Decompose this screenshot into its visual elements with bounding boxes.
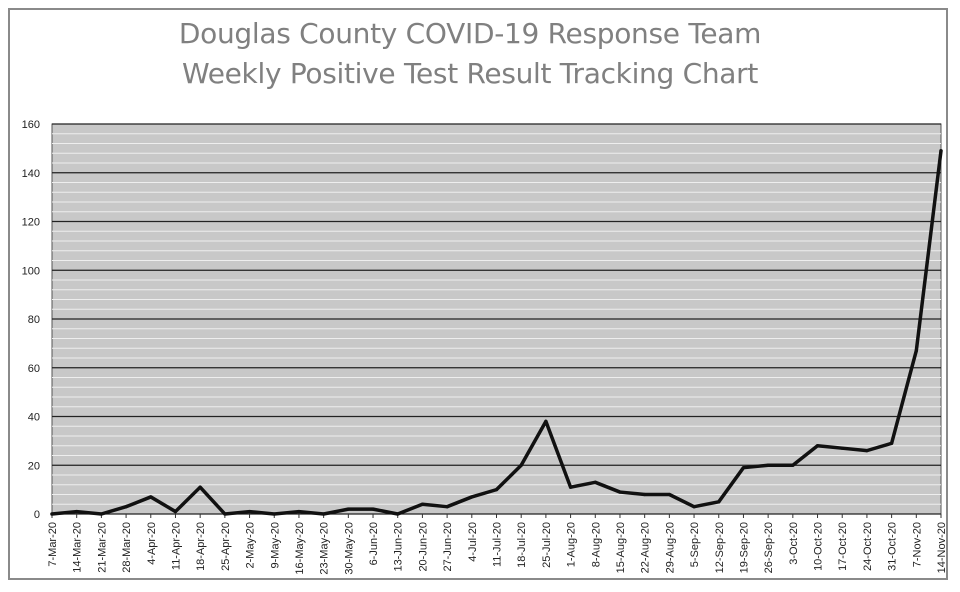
data-point bbox=[297, 509, 301, 514]
data-point bbox=[124, 505, 128, 509]
x-tick-label: 24-Oct-20 bbox=[862, 522, 874, 571]
x-tick-label: 18-Apr-20 bbox=[195, 522, 207, 571]
data-point bbox=[396, 512, 400, 516]
chart-title-block: Douglas County COVID-19 Response Team We… bbox=[0, 14, 940, 94]
x-tick-label: 16-May-20 bbox=[294, 522, 306, 575]
x-axis: 7-Mar-20 14-Mar-20 21-Mar-20 28-Mar-20 4-Apr… bbox=[47, 514, 948, 575]
data-point bbox=[815, 444, 820, 448]
y-tick-label: 0 bbox=[34, 509, 40, 521]
data-point bbox=[741, 466, 746, 470]
data-point bbox=[791, 463, 795, 467]
data-point bbox=[494, 488, 499, 492]
data-point bbox=[445, 505, 449, 509]
y-tick-label: 140 bbox=[22, 168, 40, 180]
y-axis: 0 20 40 60 80 100 120 140 160 bbox=[22, 119, 40, 521]
x-tick-label: 9-May-20 bbox=[269, 522, 281, 568]
data-point bbox=[420, 502, 425, 506]
data-point bbox=[149, 495, 153, 499]
data-point bbox=[618, 490, 622, 494]
y-tick-label: 60 bbox=[28, 363, 40, 375]
x-tick-label: 7-Mar-20 bbox=[47, 522, 59, 567]
x-tick-label: 22-Aug-20 bbox=[640, 522, 652, 573]
x-tick-label: 18-Jul-20 bbox=[516, 522, 528, 568]
data-point bbox=[568, 485, 573, 489]
x-tick-label: 6-Jun-20 bbox=[368, 522, 380, 565]
x-tick-label: 14-Nov-20 bbox=[936, 522, 948, 573]
data-point bbox=[667, 492, 671, 497]
x-tick-label: 4-Apr-20 bbox=[146, 522, 158, 565]
x-tick-label: 7-Nov-20 bbox=[911, 522, 923, 567]
data-point bbox=[99, 512, 103, 516]
data-point bbox=[371, 507, 375, 511]
data-point bbox=[198, 485, 202, 489]
x-tick-label: 19-Sep-20 bbox=[738, 522, 750, 573]
data-point bbox=[322, 512, 326, 516]
y-tick-label: 120 bbox=[22, 217, 40, 229]
x-tick-label: 11-Jul-20 bbox=[492, 522, 504, 567]
x-tick-label: 21-Mar-20 bbox=[96, 522, 108, 573]
x-tick-label: 17-Oct-20 bbox=[837, 522, 849, 571]
y-tick-label: 80 bbox=[28, 314, 40, 326]
x-tick-label: 14-Mar-20 bbox=[72, 522, 84, 573]
data-point bbox=[939, 149, 943, 153]
chart-title: Douglas County COVID-19 Response Team bbox=[178, 17, 762, 50]
data-point bbox=[766, 463, 770, 467]
x-tick-label: 10-Oct-20 bbox=[813, 522, 825, 571]
x-tick-label: 23-May-20 bbox=[319, 522, 331, 575]
x-tick-label: 25-Apr-20 bbox=[220, 522, 232, 571]
data-point bbox=[643, 492, 647, 497]
x-tick-label: 2-May-20 bbox=[245, 522, 257, 568]
x-tick-label: 25-Jul-20 bbox=[541, 522, 553, 568]
x-tick-label: 28-Mar-20 bbox=[121, 522, 133, 573]
series-layer bbox=[50, 149, 943, 516]
data-point bbox=[890, 441, 894, 445]
data-point bbox=[519, 463, 523, 467]
x-tick-label: 31-Oct-20 bbox=[887, 522, 899, 571]
data-point bbox=[717, 500, 721, 504]
x-tick-label: 15-Aug-20 bbox=[615, 522, 627, 573]
data-point bbox=[692, 505, 696, 509]
y-tick-label: 20 bbox=[28, 460, 40, 472]
x-tick-label: 30-May-20 bbox=[343, 522, 355, 575]
data-point bbox=[50, 512, 54, 516]
x-tick-label: 20-Jun-20 bbox=[417, 522, 429, 572]
x-tick-label: 11-Apr-20 bbox=[170, 522, 182, 570]
y-tick-label: 100 bbox=[22, 265, 40, 277]
minor-gridlines bbox=[52, 133, 941, 505]
data-point bbox=[272, 512, 276, 516]
data-point bbox=[75, 509, 79, 514]
x-tick-label: 4-Jul-20 bbox=[467, 522, 479, 562]
data-point bbox=[247, 509, 252, 514]
x-tick-label: 1-Aug-20 bbox=[566, 522, 578, 567]
x-tick-label: 12-Sep-20 bbox=[714, 522, 726, 573]
x-tick-label: 5-Sep-20 bbox=[689, 522, 701, 567]
x-tick-label: 26-Sep-20 bbox=[763, 522, 775, 573]
x-tick-label: 29-Aug-20 bbox=[664, 522, 676, 573]
data-point bbox=[914, 349, 918, 353]
y-tick-label: 40 bbox=[28, 412, 40, 424]
chart-subtitle: Weekly Positive Test Result Tracking Cha… bbox=[181, 57, 759, 90]
data-point bbox=[840, 446, 844, 450]
x-tick-label: 27-Jun-20 bbox=[442, 522, 454, 572]
data-point bbox=[173, 509, 178, 514]
x-tick-label: 13-Jun-20 bbox=[393, 522, 405, 572]
data-point bbox=[346, 507, 350, 511]
data-point bbox=[593, 480, 597, 484]
x-tick-label: 3-Oct-20 bbox=[788, 522, 800, 565]
data-point bbox=[223, 512, 227, 516]
data-point bbox=[865, 449, 869, 453]
y-tick-label: 160 bbox=[22, 119, 40, 131]
data-point bbox=[544, 419, 548, 423]
data-point bbox=[470, 495, 474, 499]
x-tick-label: 8-Aug-20 bbox=[590, 522, 602, 567]
